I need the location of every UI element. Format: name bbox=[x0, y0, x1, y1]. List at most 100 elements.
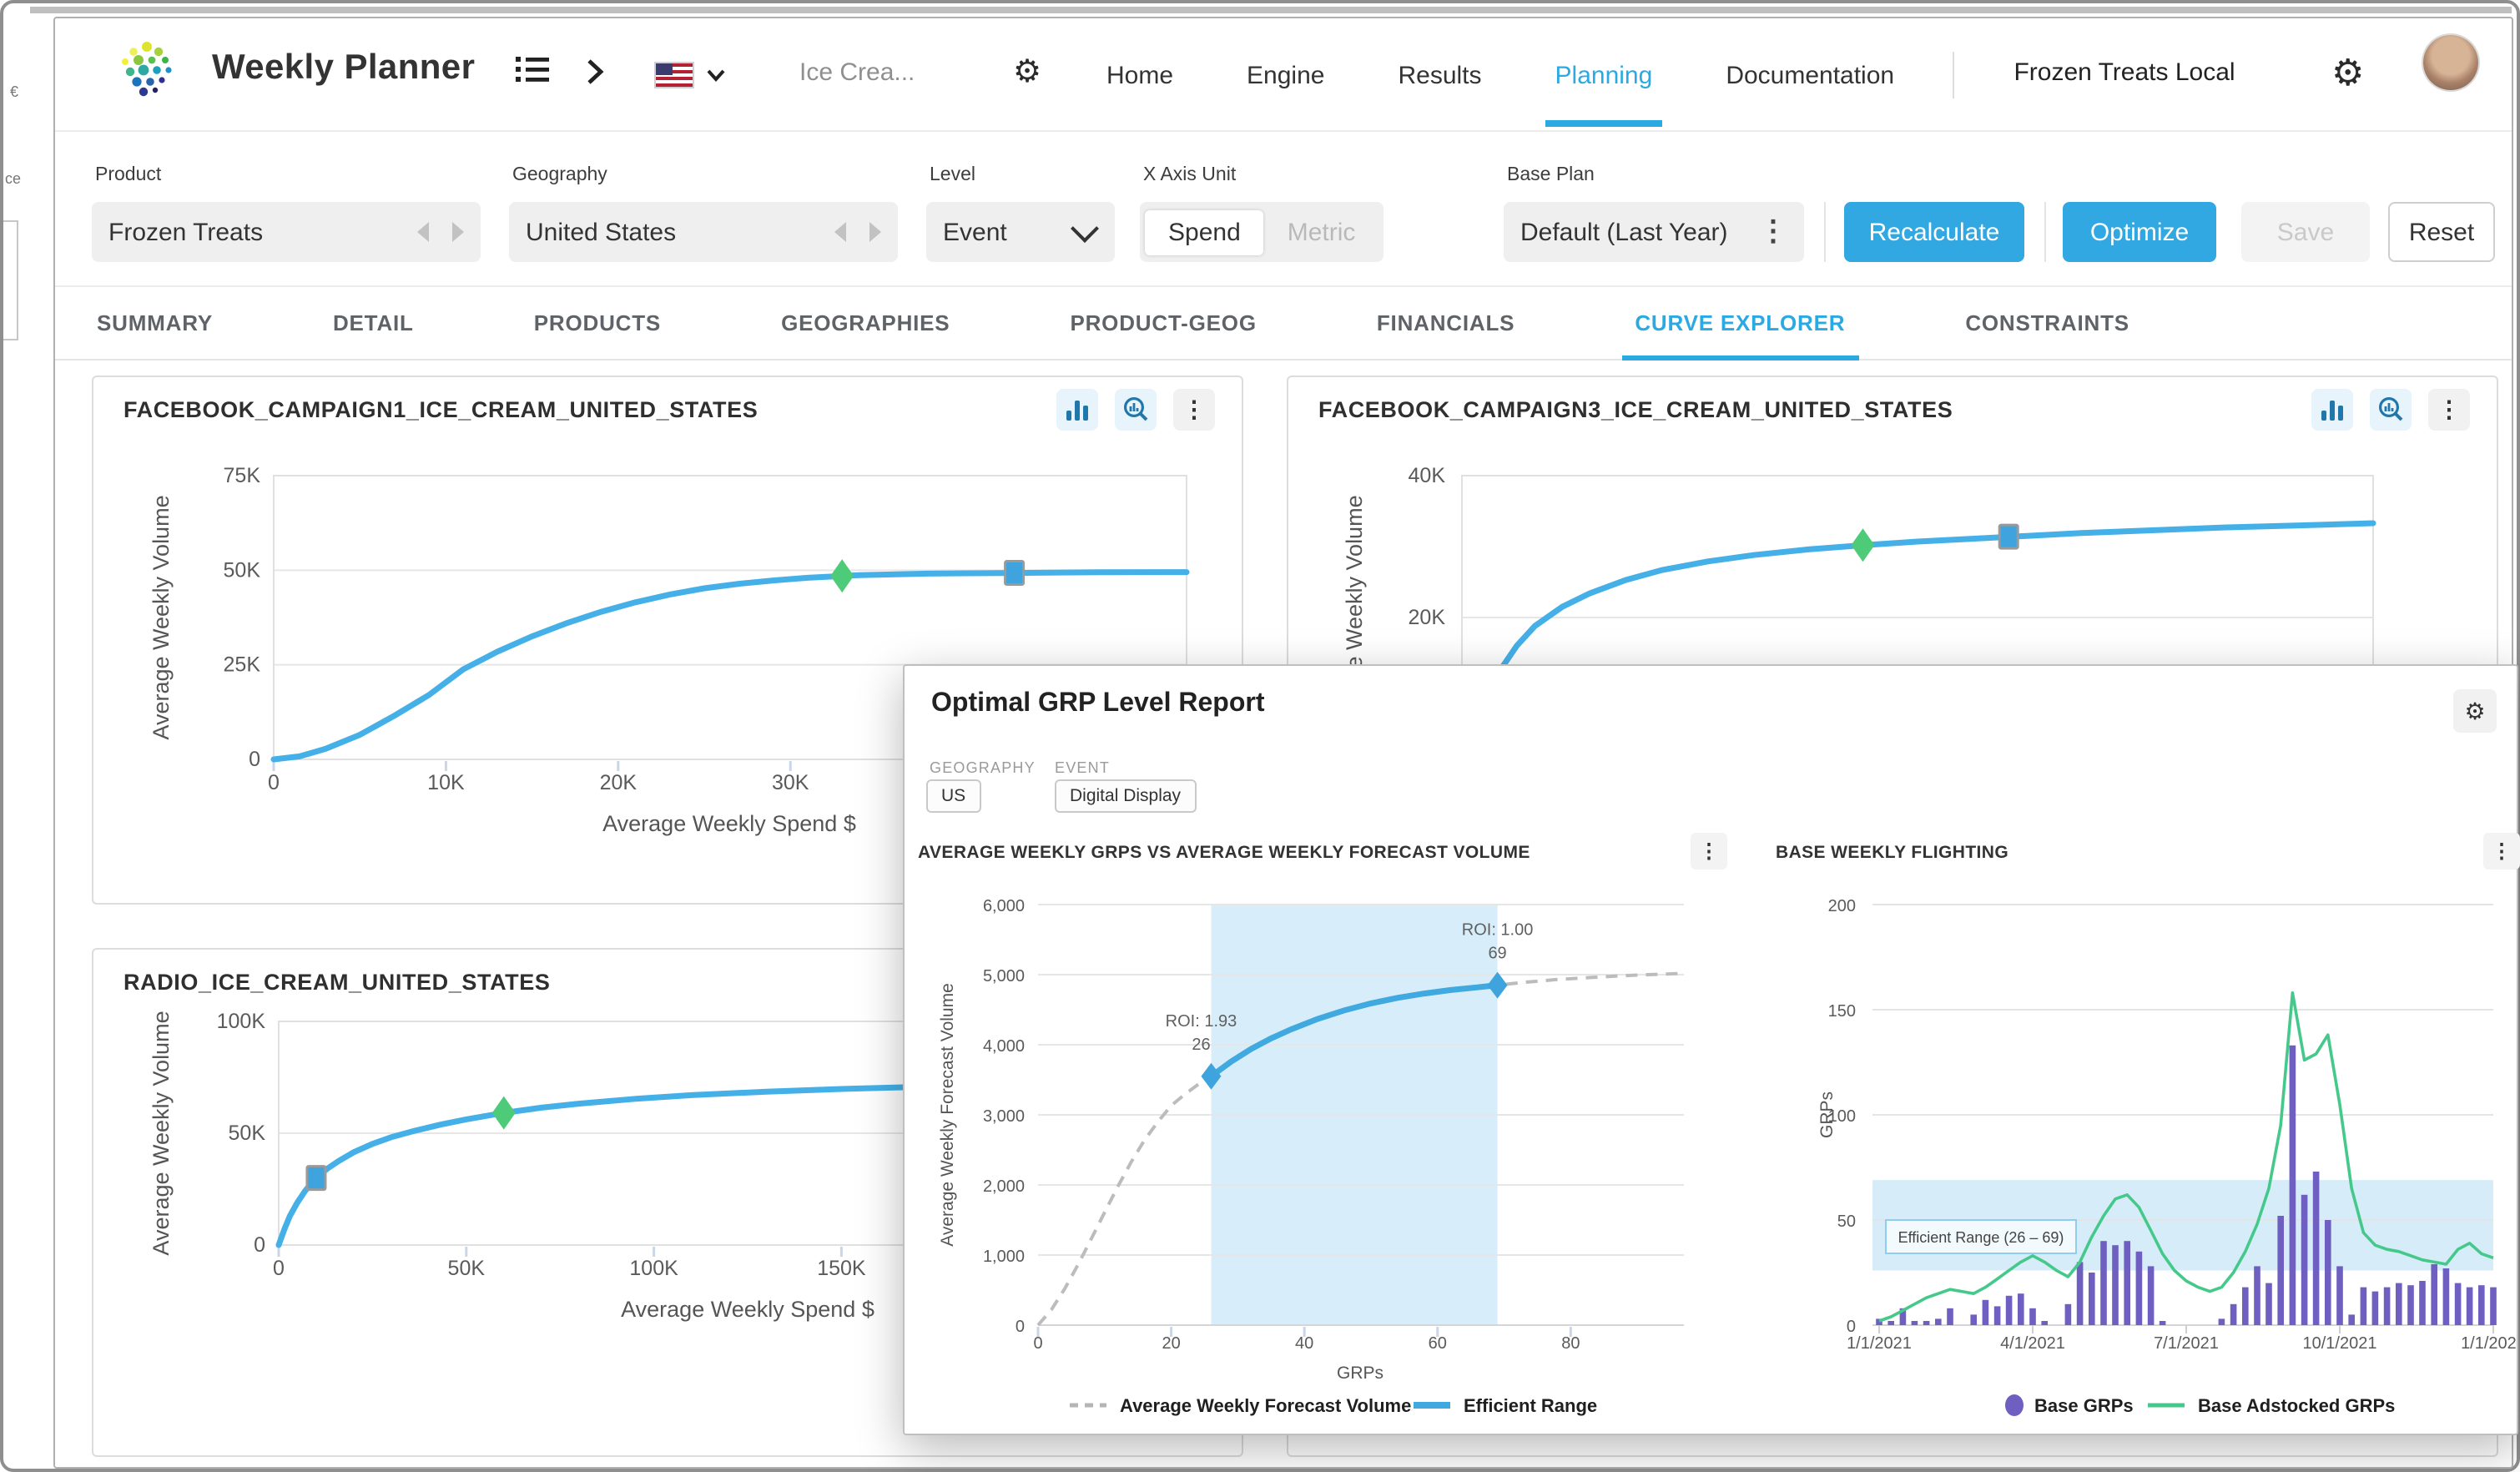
x-axis-metric-option[interactable]: Metric bbox=[1287, 218, 1356, 246]
optimal-point-marker[interactable] bbox=[1201, 1062, 1222, 1090]
optimize-button[interactable]: Optimize bbox=[2063, 202, 2216, 262]
tab-geographies[interactable]: GEOGRAPHIES bbox=[781, 310, 950, 335]
base-plan-select[interactable]: Default (Last Year) ⋮ bbox=[1504, 202, 1804, 262]
nav-engine[interactable]: Engine bbox=[1247, 62, 1325, 90]
current-plan-marker[interactable] bbox=[305, 1165, 327, 1192]
card-title: FACEBOOK_CAMPAIGN1_ICE_CREAM_UNITED_STAT… bbox=[123, 397, 759, 422]
x-axis-spend-option[interactable]: Spend bbox=[1145, 209, 1264, 255]
svg-text:40: 40 bbox=[1295, 1334, 1313, 1353]
tab-financials[interactable]: FINANCIALS bbox=[1376, 310, 1515, 335]
tab-products[interactable]: PRODUCTS bbox=[533, 310, 662, 335]
current-plan-marker[interactable] bbox=[1998, 523, 2019, 550]
level-label: Level bbox=[930, 165, 975, 185]
optimal-point-marker[interactable] bbox=[1851, 528, 1875, 562]
kebab-menu-icon[interactable]: ⋮ bbox=[1691, 833, 1727, 870]
svg-text:10K: 10K bbox=[427, 771, 465, 794]
optimal-point-marker[interactable] bbox=[1487, 971, 1508, 999]
header: Weekly Planner Ice Crea... ⚙ Home Engine… bbox=[55, 18, 2512, 132]
zoom-chart-icon[interactable] bbox=[1115, 389, 1157, 431]
svg-text:GRPs: GRPs bbox=[1337, 1364, 1383, 1383]
svg-text:2,000: 2,000 bbox=[983, 1177, 1025, 1196]
svg-text:20K: 20K bbox=[1409, 606, 1446, 629]
bg-fragment: € bbox=[10, 83, 19, 100]
next-product-icon[interactable] bbox=[452, 222, 464, 242]
tab-curve-explorer[interactable]: CURVE EXPLORER bbox=[1621, 285, 1859, 360]
next-geography-icon[interactable] bbox=[869, 222, 881, 242]
optimal-point-marker[interactable] bbox=[491, 1096, 516, 1130]
svg-text:100K: 100K bbox=[217, 1010, 266, 1033]
settings-gear-icon[interactable]: ⚙ bbox=[2331, 52, 2365, 93]
svg-text:50K: 50K bbox=[448, 1257, 486, 1280]
filter-bar: Product Frozen Treats Geography United S… bbox=[55, 132, 2512, 287]
svg-text:ROI: 1.00: ROI: 1.00 bbox=[1462, 921, 1534, 940]
geography-chip[interactable]: US bbox=[926, 779, 981, 813]
geography-chip-label: GEOGRAPHY bbox=[930, 759, 1036, 776]
svg-text:Average Weekly Volume: Average Weekly Volume bbox=[149, 1011, 174, 1255]
chevron-right-icon[interactable] bbox=[586, 58, 604, 85]
kebab-menu-icon[interactable]: ⋮ bbox=[1759, 215, 1787, 247]
recalculate-button[interactable]: Recalculate bbox=[1844, 202, 2024, 262]
optimal-point-marker[interactable] bbox=[830, 559, 854, 593]
svg-text:69: 69 bbox=[1488, 945, 1506, 963]
grp-curve-chart: 0 1,000 2,000 3,000 4,000 5,000 6,000 0 20 40 60 80… bbox=[938, 897, 1685, 1416]
model-name[interactable]: Ice Crea... bbox=[799, 58, 915, 87]
main-nav: Home Engine Results Planning Documentati… bbox=[1106, 18, 1894, 130]
tab-constraints[interactable]: CONSTRAINTS bbox=[1965, 310, 2129, 335]
list-icon[interactable] bbox=[516, 55, 549, 83]
svg-text:0: 0 bbox=[273, 1257, 285, 1280]
geography-select[interactable]: United States bbox=[509, 202, 898, 262]
save-button[interactable]: Save bbox=[2241, 202, 2370, 262]
tab-detail[interactable]: DETAIL bbox=[332, 310, 414, 335]
gear-icon[interactable]: ⚙ bbox=[2453, 689, 2497, 733]
divider bbox=[1953, 52, 1954, 98]
nav-home[interactable]: Home bbox=[1106, 62, 1174, 90]
svg-text:150K: 150K bbox=[817, 1257, 866, 1280]
current-plan-marker[interactable] bbox=[1004, 560, 1026, 587]
level-value: Event bbox=[943, 218, 1007, 246]
response-curve bbox=[275, 1080, 1220, 1248]
svg-text:ROI: 1.93: ROI: 1.93 bbox=[1166, 1012, 1237, 1031]
bar-chart-icon[interactable] bbox=[2311, 389, 2353, 431]
svg-text:75K: 75K bbox=[224, 464, 261, 487]
window-chrome-strip bbox=[30, 7, 2512, 13]
svg-text:60: 60 bbox=[1429, 1334, 1447, 1353]
geography-value: United States bbox=[526, 218, 677, 246]
level-select[interactable]: Event bbox=[926, 202, 1115, 262]
divider bbox=[1824, 202, 1826, 262]
nav-results[interactable]: Results bbox=[1398, 62, 1482, 90]
svg-text:Average Weekly Forecast Volume: Average Weekly Forecast Volume bbox=[1120, 1395, 1411, 1416]
zoom-chart-icon[interactable] bbox=[2370, 389, 2412, 431]
divider bbox=[2044, 202, 2046, 262]
geography-label: Geography bbox=[512, 165, 607, 185]
svg-text:Average Weekly Spend $: Average Weekly Spend $ bbox=[621, 1297, 874, 1322]
workspace-name[interactable]: Frozen Treats Local bbox=[2013, 58, 2235, 87]
bar-chart-icon[interactable] bbox=[1056, 389, 1098, 431]
kebab-menu-icon[interactable]: ⋮ bbox=[2483, 833, 2520, 870]
svg-text:50K: 50K bbox=[229, 1122, 266, 1145]
prev-product-icon[interactable] bbox=[417, 222, 429, 242]
user-avatar[interactable] bbox=[2423, 35, 2478, 90]
gear-icon[interactable]: ⚙ bbox=[1013, 55, 1042, 90]
svg-text:30K: 30K bbox=[772, 771, 809, 794]
kebab-menu-icon[interactable]: ⋮ bbox=[1173, 389, 1215, 431]
base-plan-value: Default (Last Year) bbox=[1520, 218, 1728, 246]
planning-tabs: SUMMARY DETAIL PRODUCTS GEOGRAPHIES PROD… bbox=[55, 285, 2512, 360]
tab-product-geog[interactable]: PRODUCT-GEOG bbox=[1070, 310, 1257, 335]
app-logo-icon bbox=[122, 42, 172, 97]
spend-curve-chart: 0 25K 50K 75K 0 10K 20K 30K Average Weekly Spend… bbox=[149, 464, 1190, 836]
nav-planning[interactable]: Planning bbox=[1545, 22, 1664, 127]
reset-button[interactable]: Reset bbox=[2388, 202, 2495, 262]
product-select[interactable]: Frozen Treats bbox=[92, 202, 481, 262]
svg-text:20: 20 bbox=[1162, 1334, 1180, 1353]
svg-text:3,000: 3,000 bbox=[983, 1107, 1025, 1126]
event-chip[interactable]: Digital Display bbox=[1055, 779, 1197, 813]
chevron-down-icon[interactable] bbox=[706, 68, 726, 82]
kebab-menu-icon[interactable]: ⋮ bbox=[2428, 389, 2470, 431]
us-flag-icon[interactable] bbox=[656, 63, 693, 87]
prev-geography-icon[interactable] bbox=[834, 222, 846, 242]
tab-summary[interactable]: SUMMARY bbox=[97, 310, 213, 335]
legend-item: Efficient Range bbox=[1414, 1395, 1597, 1416]
nav-documentation[interactable]: Documentation bbox=[1726, 62, 1895, 90]
event-chip-label: EVENT bbox=[1055, 759, 1111, 776]
response-curve bbox=[1459, 520, 2376, 763]
